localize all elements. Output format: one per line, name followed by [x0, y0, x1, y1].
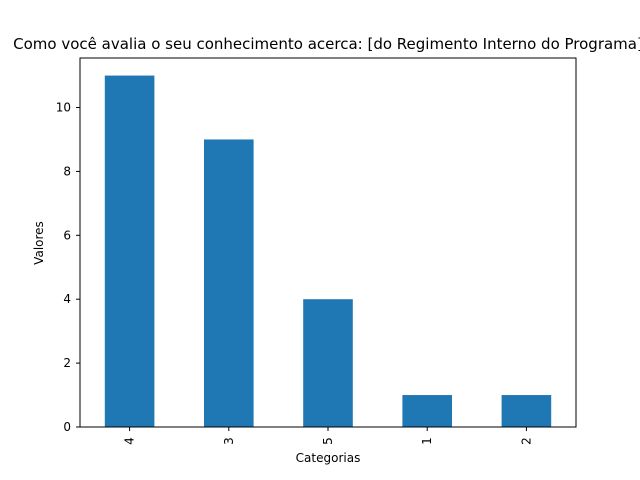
x-tick-label: 1	[420, 437, 434, 445]
y-tick-label: 10	[56, 101, 71, 115]
y-tick-label: 6	[63, 228, 71, 242]
bar-3	[204, 139, 254, 427]
bar-1	[402, 395, 452, 427]
y-axis-label: Valores	[32, 221, 46, 265]
bar-4	[104, 75, 155, 428]
y-tick-label: 4	[63, 292, 71, 306]
x-tick-label: 4	[123, 437, 137, 445]
x-tick-label: 2	[519, 437, 533, 445]
y-tick-label: 0	[63, 420, 71, 434]
bars-group	[104, 75, 552, 428]
bar-5	[303, 299, 353, 427]
x-tick-label: 5	[321, 437, 335, 445]
x-axis-label: Categorias	[296, 451, 361, 465]
chart-title: Como você avalia o seu conhecimento acer…	[13, 35, 640, 53]
y-tick-label: 8	[63, 164, 71, 178]
y-axis: 0 2 4 6 8 10	[56, 101, 80, 434]
y-tick-label: 2	[63, 356, 71, 370]
x-tick-label: 3	[222, 437, 236, 445]
x-axis: 4 3 5 1 2	[123, 427, 533, 445]
bar-2	[501, 395, 552, 427]
